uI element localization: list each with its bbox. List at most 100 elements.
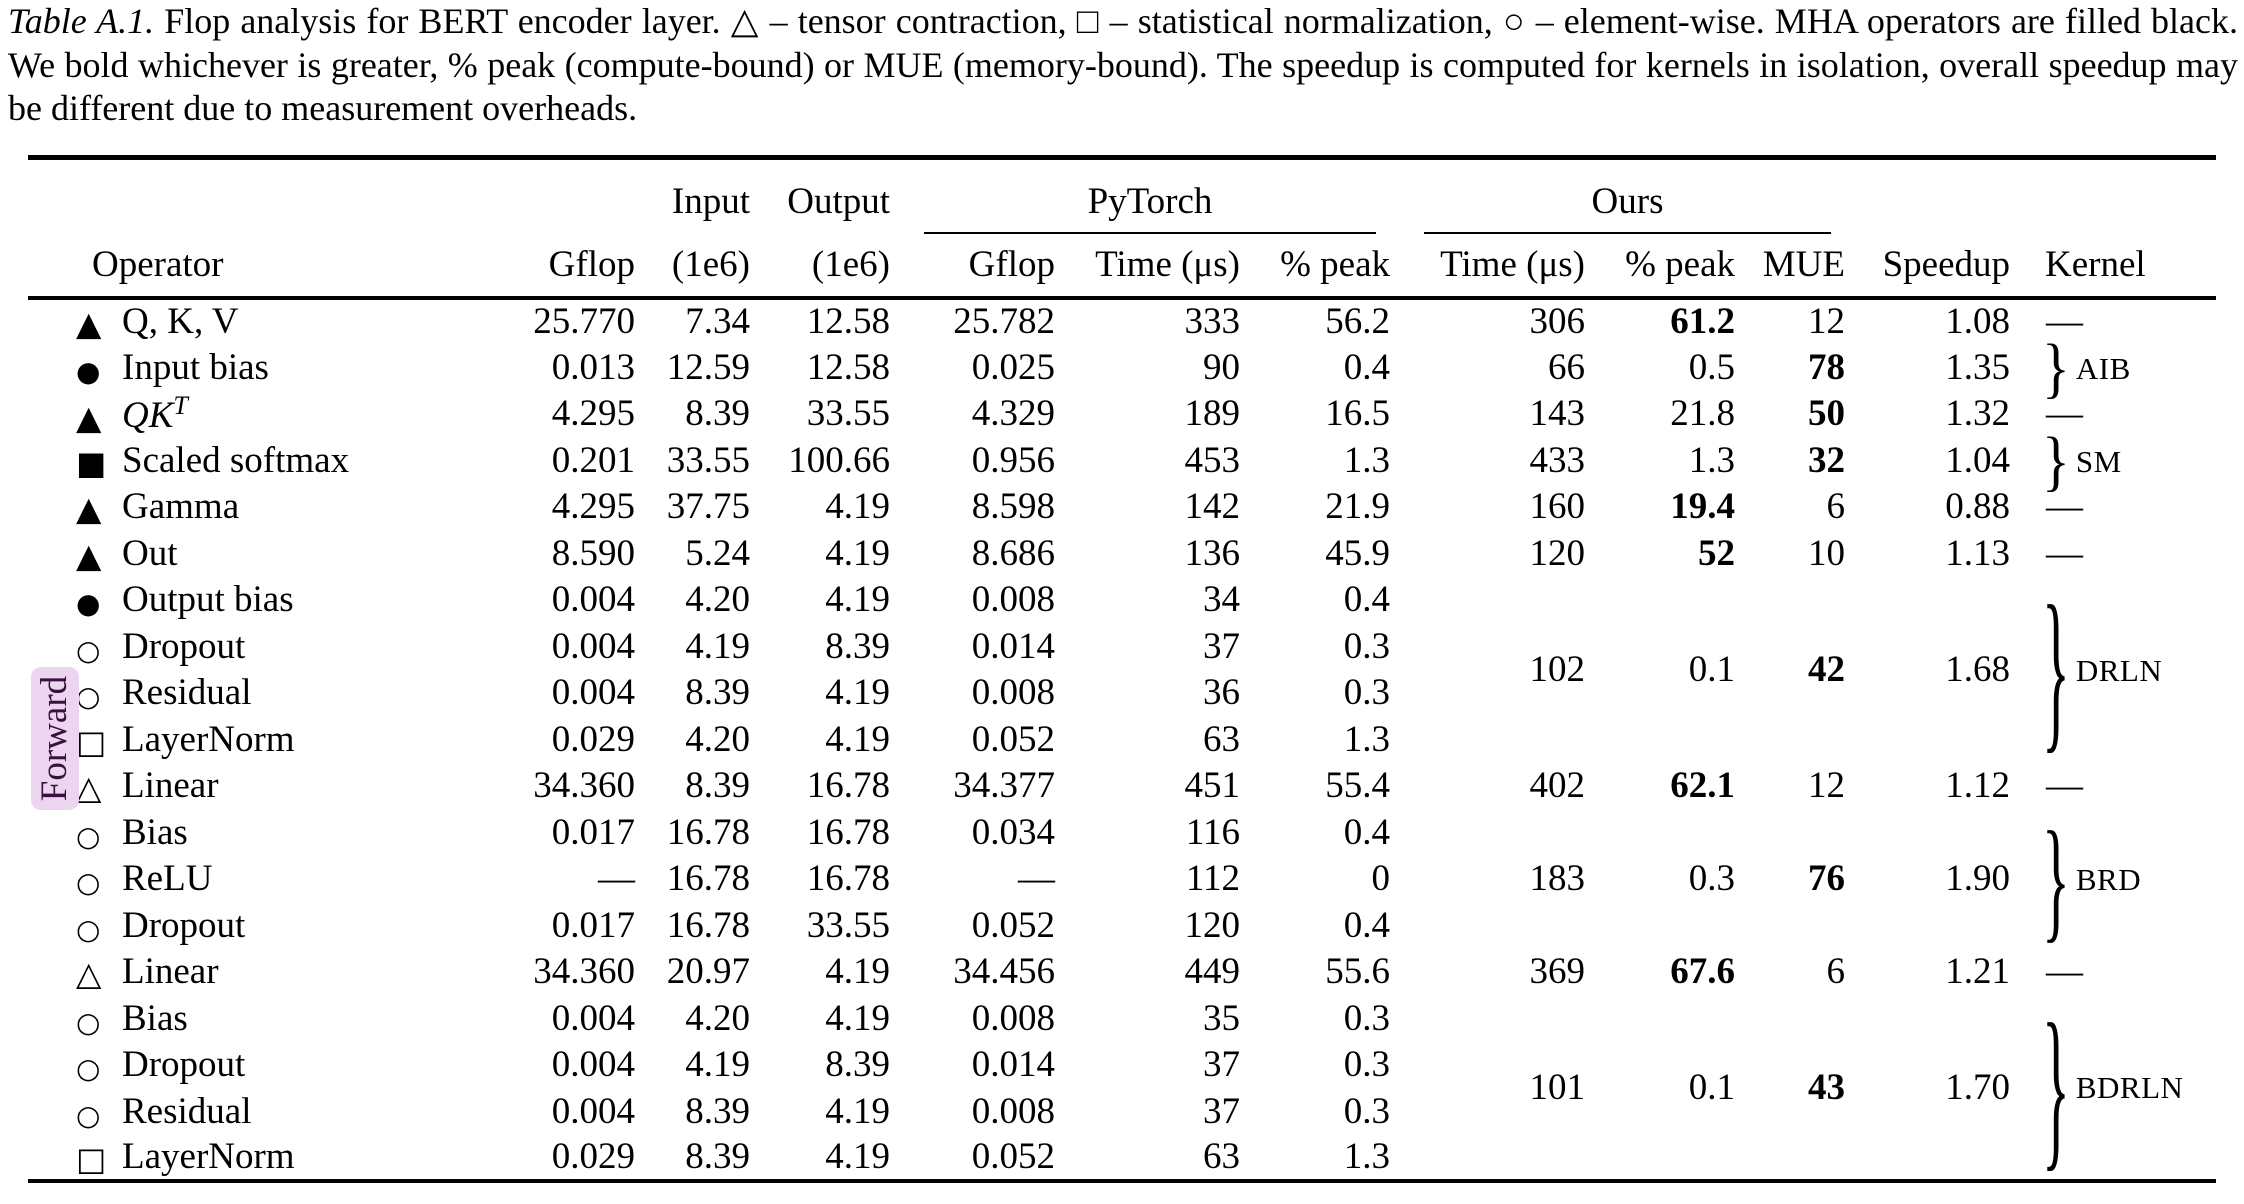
pytorch-gflop-cell: 34.377 (953, 765, 1055, 807)
operator-cell: △ Linear (28, 763, 505, 810)
ours-time-cell: 369 (1529, 951, 1586, 993)
pytorch-time-cell: 116 (1185, 811, 1240, 853)
pytorch-peak-cell: 45.9 (1325, 532, 1391, 574)
kernel-brace: } (2042, 801, 2070, 955)
pytorch-gflop-cell: 34.456 (953, 951, 1055, 993)
operator-cell: ▲ QKT (28, 391, 505, 438)
table-row: ● Output bias 0.004 4.20 4.19 0.008 34 0.4 102 0.… (28, 577, 2216, 759)
pytorch-gflop-cell: 4.329 (971, 393, 1055, 435)
header-output-unit: (1e6) (760, 233, 900, 300)
kernel-label: DRLN (2075, 652, 2163, 688)
pytorch-time-cell: 34 (1203, 579, 1240, 621)
gflop-cell: 4.295 (551, 393, 635, 435)
forward-side-label-text: Forward (34, 675, 76, 802)
ours-time-cell: 160 (1529, 486, 1586, 528)
pytorch-gflop-cell: 8.598 (971, 486, 1055, 528)
speedup-cell: 1.68 (1945, 649, 2011, 690)
pytorch-time-cell: 37 (1203, 625, 1240, 667)
pytorch-gflop-cell: 0.008 (971, 579, 1055, 621)
ours-time-cell: 306 (1529, 301, 1586, 343)
ours-peak-cell: 67.6 (1670, 951, 1736, 993)
operator-name: Output bias (122, 579, 294, 621)
gflop-cell: 0.004 (551, 1090, 635, 1132)
pytorch-gflop-cell: 0.014 (971, 625, 1055, 667)
pytorch-peak-cell: 0.3 (1343, 1090, 1391, 1132)
header-kernel: Kernel (2020, 233, 2217, 300)
input-cell: 16.78 (666, 858, 750, 900)
operator-name: Residual (122, 672, 252, 714)
operator-name: LayerNorm (122, 718, 295, 760)
operator-name: Bias (122, 811, 188, 853)
operator-cell: ○ Dropout (28, 623, 505, 670)
operator-name: Residual (122, 1090, 252, 1132)
table-row: ▲ Out 8.590 5.24 4.19 8.686 136 45.9 120 52 10 1.13… (28, 530, 2216, 577)
kernel-brace: } (2042, 985, 2070, 1187)
operator-name: Bias (122, 997, 188, 1039)
table-container: Input Output PyTorch Ours Operator Gflop… (28, 155, 2217, 1187)
speedup-cell: 1.90 (1945, 858, 2011, 900)
pytorch-time-cell: 35 (1203, 997, 1240, 1039)
pytorch-gflop-cell: 0.008 (971, 672, 1055, 714)
operator-name: ReLU (122, 858, 213, 900)
gflop-cell: 0.004 (551, 997, 635, 1039)
square-filled-icon: ■ (76, 443, 107, 482)
operator-cell: ▲ Q, K, V (28, 298, 505, 345)
pytorch-peak-cell: 1.3 (1343, 1136, 1391, 1178)
flop-analysis-table: Input Output PyTorch Ours Operator Gflop… (28, 155, 2217, 1187)
ours-peak-cell: 19.4 (1670, 486, 1736, 528)
header-output-group: Output (787, 180, 890, 222)
ours-peak-cell: 0.5 (1688, 346, 1736, 388)
circle-open-icon: ○ (76, 1005, 101, 1039)
table-row: ▲ Gamma 4.295 37.75 4.19 8.598 142 21.9 160 19.4 6… (28, 484, 2216, 531)
output-cell: 4.19 (825, 579, 890, 621)
kernel-cell: } DRLN (2020, 577, 2216, 763)
dash-mark: — (2046, 951, 2084, 993)
ours-peak-cell: 0.1 (1688, 1066, 1736, 1108)
input-cell: 8.39 (685, 393, 750, 435)
input-cell: 5.24 (685, 532, 750, 574)
header-input-unit: (1e6) (645, 233, 760, 300)
header-ours-group: Ours (1400, 158, 1855, 234)
operator-cell: ○ Dropout (28, 902, 505, 949)
pytorch-peak-cell: 21.9 (1325, 486, 1391, 528)
operator-cell: ▲ Out (28, 530, 505, 577)
pytorch-peak-cell: 0.3 (1343, 997, 1391, 1039)
header-group-row: Input Output PyTorch Ours (28, 158, 2216, 234)
table-row: □ LayerNorm 0.029 4.20 4.19 0.052 63 1.3 (28, 716, 2216, 763)
input-cell: 16.78 (666, 811, 750, 853)
speedup-cell: 1.12 (1945, 765, 2011, 807)
mue-cell: 6 (1826, 951, 1846, 993)
mue-cell: 10 (1808, 532, 1846, 574)
circle-open-icon: ○ (76, 633, 101, 667)
table-row: ○ Bias 0.017 16.78 16.78 0.034 116 0.4 183 0.3 76 1… (28, 809, 2216, 946)
input-cell: 4.20 (685, 718, 750, 760)
pytorch-gflop-cell: 0.008 (971, 997, 1055, 1039)
table-row: ▲ QKT 4.295 8.39 33.55 4.329 189 16.5 143 21.8 50 1… (28, 391, 2216, 438)
header-speedup: Speedup (1855, 233, 2021, 300)
pytorch-gflop-cell: 0.052 (971, 904, 1055, 946)
kernel-cell: } SM (2020, 423, 2216, 498)
input-cell: 8.39 (685, 672, 750, 714)
output-cell: 12.58 (806, 301, 890, 343)
pytorch-gflop-cell: 0.014 (971, 1044, 1055, 1086)
gflop-cell: 34.360 (533, 951, 635, 993)
gflop-cell: 0.201 (551, 439, 635, 481)
pytorch-peak-cell: 55.6 (1325, 951, 1391, 993)
table-row: ○ Dropout 0.017 16.78 33.55 0.052 120 0.4 (28, 902, 2216, 949)
dash-mark: — (2046, 532, 2084, 574)
table-row: □ LayerNorm 0.029 8.39 4.19 0.052 63 1.3 (28, 1135, 2216, 1182)
ours-group-rule: Ours (1424, 180, 1832, 234)
dash-mark: — (2046, 301, 2084, 343)
pytorch-time-cell: 36 (1203, 672, 1240, 714)
pytorch-time-cell: 63 (1203, 718, 1240, 760)
mue-cell: 32 (1808, 439, 1846, 481)
input-cell: 16.78 (666, 904, 750, 946)
kernel-brace: } (2042, 423, 2070, 498)
pytorch-time-cell: 333 (1184, 301, 1241, 343)
triangle-filled-icon: ▲ (76, 304, 102, 344)
ours-time-cell: 120 (1529, 532, 1586, 574)
operator-cell: ■ Scaled softmax (28, 437, 505, 484)
dash-mark: — (2046, 486, 2084, 528)
gflop-cell: 4.295 (551, 486, 635, 528)
kernel-label: AIB (2075, 350, 2131, 386)
